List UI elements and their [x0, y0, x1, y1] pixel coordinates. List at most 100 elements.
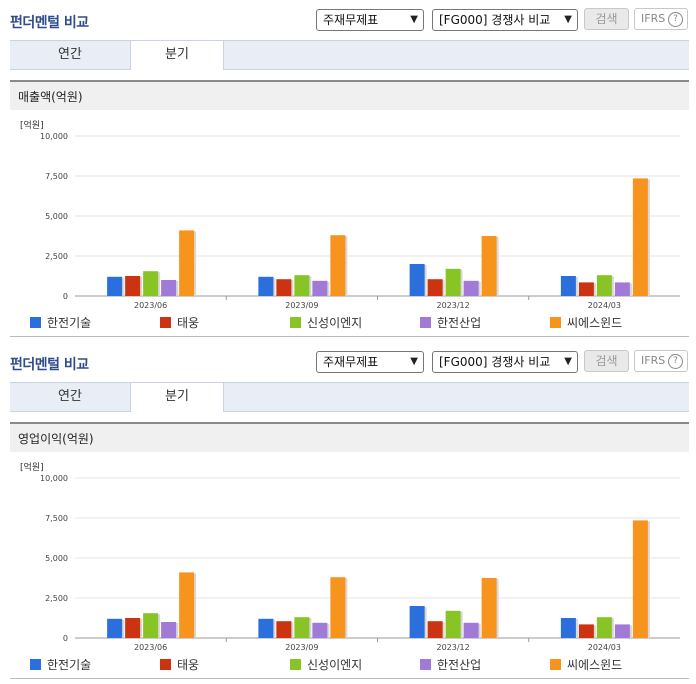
legend-swatch — [550, 317, 561, 328]
bar — [409, 606, 425, 638]
bar — [330, 577, 346, 638]
legend-item[interactable]: 한전산업 — [420, 656, 481, 673]
search-button[interactable]: 검색 — [584, 350, 629, 372]
bar — [463, 622, 479, 638]
operating-profit-chart: 0 2,500 5,000 7,500 10,000 2023/06 2023/09 2023… — [40, 474, 680, 652]
legend-swatch — [420, 659, 431, 670]
y-tick-label: 2,500 — [45, 252, 68, 261]
ifrs-help-button[interactable]: IFRS ? — [634, 350, 688, 372]
bar — [578, 282, 594, 296]
bar — [143, 613, 159, 638]
legend-item[interactable]: 한전기술 — [30, 656, 91, 673]
fundamental-panel-2: 펀더멘털 비교 주재무제표 ▼ [FG000] 경쟁사 비교 ▼ 검색 IFRS… — [0, 342, 696, 684]
legend-item[interactable]: 신성이엔지 — [290, 656, 362, 673]
help-icon: ? — [668, 354, 683, 369]
bar — [632, 178, 648, 296]
tab-annual[interactable]: 연간 — [58, 389, 82, 404]
bar — [143, 271, 159, 296]
chevron-down-icon: ▼ — [564, 356, 572, 367]
bar — [445, 268, 461, 296]
fundamental-panel-1: 펀더멘털 비교 주재무제표 ▼ [FG000] 경쟁사 비교 ▼ 검색 IFRS… — [10, 8, 690, 337]
x-tick-label: 2023/06 — [134, 301, 167, 310]
legend-item[interactable]: 태웅 — [160, 314, 199, 331]
bar — [596, 275, 612, 296]
y-tick-label: 5,000 — [45, 212, 68, 221]
bar — [161, 280, 177, 296]
legend-label: 씨에스윈드 — [567, 658, 623, 672]
chevron-down-icon: ▼ — [410, 356, 418, 367]
legend-swatch — [290, 659, 301, 670]
bar — [258, 618, 274, 638]
x-tick-label: 2023/06 — [134, 643, 167, 652]
y-tick-label: 10,000 — [40, 474, 68, 483]
statement-select-value: 주재무제표 — [323, 355, 379, 369]
ifrs-label: IFRS — [641, 354, 666, 367]
legend-swatch — [550, 659, 561, 670]
y-tick-label: 0 — [63, 634, 68, 643]
legend-label: 신성이엔지 — [307, 658, 363, 672]
chart-legend: 한전기술 태웅 신성이엔지 한전산업 씨에스윈드 — [30, 314, 690, 332]
legend-item[interactable]: 태웅 — [160, 656, 199, 673]
legend-swatch — [160, 317, 171, 328]
bar — [560, 618, 576, 638]
bar — [481, 578, 497, 638]
legend-label: 신성이엔지 — [307, 316, 363, 330]
legend-label: 태웅 — [177, 316, 200, 330]
legend-label: 한전기술 — [47, 658, 92, 672]
x-tick-label: 2023/12 — [437, 301, 470, 310]
x-tick-label: 2024/03 — [588, 643, 621, 652]
legend-item[interactable]: 한전산업 — [420, 314, 481, 331]
section-title: 매출액(억원) — [18, 90, 83, 104]
x-tick-label: 2023/09 — [285, 301, 318, 310]
tab-annual[interactable]: 연간 — [58, 47, 82, 62]
bar — [312, 280, 328, 296]
group-select[interactable]: [FG000] 경쟁사 비교 ▼ — [432, 9, 578, 31]
unit-label: [억원] — [20, 463, 44, 473]
legend-swatch — [30, 317, 41, 328]
bar — [125, 276, 141, 296]
y-tick-label: 5,000 — [45, 554, 68, 563]
legend-swatch — [290, 317, 301, 328]
legend-swatch — [160, 659, 171, 670]
bar — [294, 275, 310, 296]
statement-select[interactable]: 주재무제표 ▼ — [316, 9, 424, 31]
bar — [445, 610, 461, 638]
bar — [427, 279, 443, 296]
legend-label: 씨에스윈드 — [567, 316, 623, 330]
bar — [161, 622, 177, 638]
bar — [125, 618, 141, 638]
bar — [463, 280, 479, 296]
bar — [312, 622, 328, 638]
y-tick-label: 7,500 — [45, 172, 68, 181]
tab-quarterly[interactable]: 분기 — [130, 41, 224, 70]
chart-legend: 한전기술 태웅 신성이엔지 한전산업 씨에스윈드 — [30, 656, 690, 674]
legend-item[interactable]: 씨에스윈드 — [550, 656, 622, 673]
period-tabs: 연간 분기 — [10, 382, 689, 412]
bar — [107, 276, 123, 296]
bar — [596, 617, 612, 638]
ifrs-help-button[interactable]: IFRS ? — [634, 8, 688, 30]
bar — [258, 276, 274, 296]
search-button[interactable]: 검색 — [584, 8, 629, 30]
legend-item[interactable]: 씨에스윈드 — [550, 314, 622, 331]
legend-swatch — [420, 317, 431, 328]
panel-title: 펀더멘털 비교 — [10, 357, 89, 373]
legend-label: 한전산업 — [437, 316, 482, 330]
bar — [614, 624, 630, 638]
period-tabs: 연간 분기 — [10, 40, 689, 70]
statement-select[interactable]: 주재무제표 ▼ — [316, 351, 424, 373]
legend-label: 태웅 — [177, 658, 200, 672]
x-tick-label: 2023/09 — [285, 643, 318, 652]
divider — [10, 678, 689, 679]
bar — [427, 621, 443, 638]
bar — [578, 624, 594, 638]
legend-label: 한전산업 — [437, 658, 482, 672]
revenue-chart: 0 2,500 5,000 7,500 10,000 2023/06 2023/09 2023… — [40, 132, 680, 310]
group-select-value: [FG000] 경쟁사 비교 — [439, 355, 551, 369]
legend-item[interactable]: 한전기술 — [30, 314, 91, 331]
legend-item[interactable]: 신성이엔지 — [290, 314, 362, 331]
group-select[interactable]: [FG000] 경쟁사 비교 ▼ — [432, 351, 578, 373]
bar — [179, 230, 195, 296]
y-tick-label: 0 — [63, 292, 68, 301]
tab-quarterly[interactable]: 분기 — [130, 383, 224, 412]
